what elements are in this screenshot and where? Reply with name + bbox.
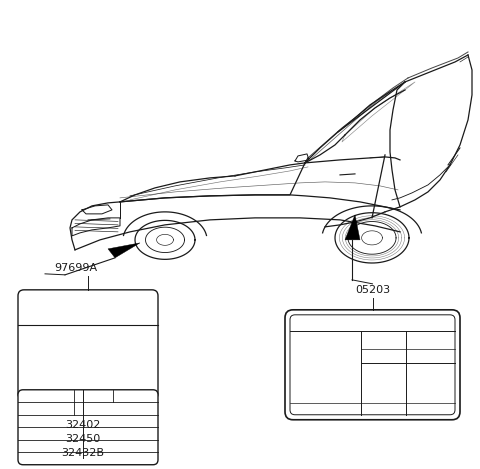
Polygon shape bbox=[108, 243, 140, 258]
Text: 97699A: 97699A bbox=[54, 263, 97, 273]
Bar bbox=[290, 403, 455, 415]
Polygon shape bbox=[345, 215, 360, 240]
Text: 32402
32450
32432B: 32402 32450 32432B bbox=[61, 420, 105, 458]
FancyBboxPatch shape bbox=[285, 310, 460, 420]
Bar bbox=[361, 331, 455, 349]
FancyBboxPatch shape bbox=[18, 390, 158, 465]
Text: 05203: 05203 bbox=[355, 285, 390, 295]
FancyBboxPatch shape bbox=[290, 315, 455, 415]
Bar bbox=[290, 315, 455, 331]
FancyBboxPatch shape bbox=[18, 290, 158, 400]
